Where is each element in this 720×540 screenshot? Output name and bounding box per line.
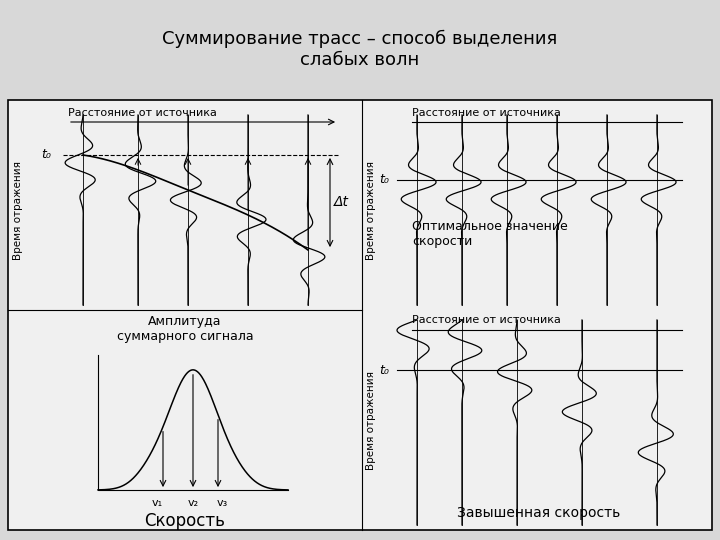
Text: Завышенная скорость: Завышенная скорость — [457, 506, 621, 520]
Text: Амплитуда
суммарного сигнала: Амплитуда суммарного сигнала — [117, 315, 253, 343]
Text: t₀: t₀ — [379, 173, 389, 186]
Text: Скорость: Скорость — [145, 512, 225, 530]
Text: Расстояние от источника: Расстояние от источника — [68, 108, 217, 118]
Text: v₂: v₂ — [187, 498, 199, 508]
Text: Суммирование трасс – способ выделения
слабых волн: Суммирование трасс – способ выделения сл… — [163, 30, 557, 69]
Text: t₀: t₀ — [379, 363, 389, 376]
Text: Расстояние от источника: Расстояние от источника — [412, 108, 561, 118]
Text: Δt: Δt — [334, 195, 349, 210]
Text: Время отражения: Время отражения — [366, 160, 376, 260]
Text: Расстояние от источника: Расстояние от источника — [412, 315, 561, 325]
Text: t₀: t₀ — [41, 148, 51, 161]
Text: v₁: v₁ — [151, 498, 163, 508]
Text: v₃: v₃ — [217, 498, 228, 508]
Text: Время отражения: Время отражения — [13, 160, 23, 260]
Bar — [8, 100, 712, 530]
Text: Оптимальное значение
скорости: Оптимальное значение скорости — [412, 220, 568, 248]
Text: Время отражения: Время отражения — [366, 370, 376, 469]
